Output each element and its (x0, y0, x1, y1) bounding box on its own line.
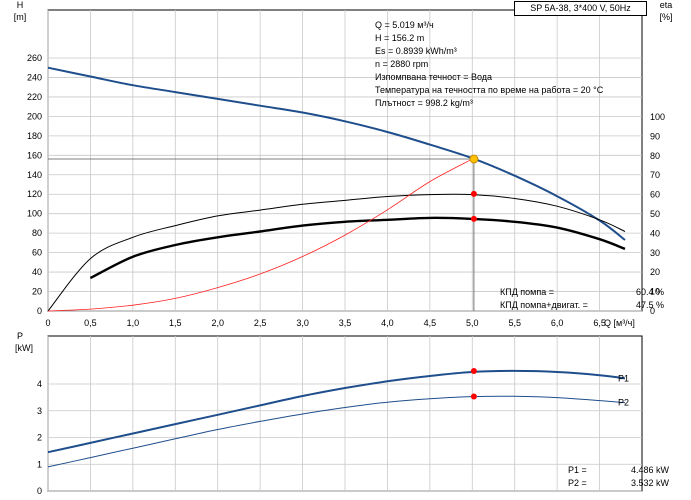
power-p1-label: P1 (618, 373, 629, 383)
pump-efficiency-label: КПД помпа = (500, 287, 555, 297)
p-tick-label: 1 (37, 459, 42, 469)
eta-axis-unit: [%] (659, 12, 672, 22)
h-tick-label: 220 (27, 92, 42, 102)
p1-label: P1 = (568, 465, 587, 475)
pump-efficiency-value: 60.4 % (635, 287, 664, 297)
h-tick-label: 60 (32, 248, 42, 258)
h-tick-label: 120 (27, 189, 42, 199)
x-tick-label: 1,5 (169, 318, 182, 328)
h-tick-label: 260 (27, 53, 42, 63)
info-temperature: Температура на течността по време на раб… (375, 85, 604, 95)
p2-label: P2 = (568, 478, 587, 488)
eta-tick-label: 50 (650, 209, 660, 219)
power-p1-marker (470, 367, 477, 374)
x-tick-label: 3,0 (296, 318, 309, 328)
duty-point-info: Q = 5.019 м³/ч H = 156.2 m Es = 0.8939 k… (375, 19, 603, 110)
h-tick-label: 20 (32, 287, 42, 297)
p-tick-label: 3 (37, 406, 42, 416)
total-efficiency-curve (89, 216, 626, 280)
p2-value: 3.532 kW (630, 478, 669, 488)
x-tick-label: 2,0 (211, 318, 224, 328)
info-flow: Q = 5.019 м³/ч (375, 20, 434, 30)
x-tick-label: 4,0 (381, 318, 394, 328)
duty-reference-line (48, 158, 475, 311)
eta-tick-label: 30 (650, 248, 660, 258)
x-tick-label: 6,5 (593, 318, 606, 328)
h-tick-label: 0 (37, 306, 42, 316)
pump-efficiency-curve (47, 193, 626, 312)
total-efficiency-label: КПД помпа+двигат. = (500, 300, 588, 310)
pump-efficiency-row: КПД помпа = 60.4 % (500, 286, 664, 299)
h-tick-label: 40 (32, 267, 42, 277)
power-readout: P1 = 4.486 kW P2 = 3.532 kW (568, 464, 669, 490)
p-axis-title: P (17, 331, 23, 341)
x-tick-label: 2,5 (254, 318, 267, 328)
x-tick-label: 5,0 (466, 318, 479, 328)
h-tick-label: 80 (32, 228, 42, 238)
x-tick-label: 6,0 (551, 318, 564, 328)
x-tick-label: 5,5 (508, 318, 521, 328)
x-tick-label: 0,5 (84, 318, 97, 328)
x-tick-label: 1,0 (127, 318, 140, 328)
h-tick-label: 180 (27, 131, 42, 141)
info-head: H = 156.2 m (375, 33, 425, 43)
duty-point-marker (469, 154, 479, 164)
h-axis-title: H (17, 0, 24, 10)
info-density: Плътност = 998.2 kg/m³ (375, 98, 473, 108)
p1-row: P1 = 4.486 kW (568, 464, 669, 477)
power-p1-curve (47, 369, 626, 454)
h-tick-label: 200 (27, 111, 42, 121)
info-liquid: Изпомпвана течност = Вода (375, 72, 493, 82)
p-tick-label: 4 (37, 379, 42, 389)
head-curve (47, 66, 626, 241)
x-tick-label: 4,5 (424, 318, 437, 328)
x-tick-label: 0 (45, 318, 50, 328)
power-p2-marker (470, 393, 477, 400)
total-efficiency-row: КПД помпа+двигат. = 47.5 % (500, 299, 664, 312)
eta-tick-label: 70 (650, 170, 660, 180)
info-specific-energy: Es = 0.8939 kWh/m³ (375, 46, 457, 56)
pump-model-label: SP 5A-38, 3*400 V, 50Hz (514, 1, 647, 16)
h-tick-label: 240 (27, 72, 42, 82)
p-tick-label: 2 (37, 433, 42, 443)
eta-tick-label: 80 (650, 151, 660, 161)
total-efficiency-value: 47.5 % (635, 300, 664, 310)
h-axis-unit: [m] (14, 12, 27, 22)
power-p2-curve (47, 395, 626, 468)
eta-tick-label: 20 (650, 267, 660, 277)
p2-row: P2 = 3.532 kW (568, 477, 669, 490)
p1-value: 4.486 kW (630, 465, 669, 475)
eta-tick-label: 40 (650, 228, 660, 238)
power-p2-label: P2 (618, 398, 629, 408)
info-speed: n = 2880 rpm (375, 59, 429, 69)
h-tick-label: 140 (27, 170, 42, 180)
efficiency-trend-curve (47, 157, 475, 312)
eta-axis-title: eta (660, 0, 673, 10)
h-tick-label: 160 (27, 150, 42, 160)
pump-efficiency-marker (470, 190, 477, 197)
efficiency-readout: КПД помпа = 60.4 % КПД помпа+двигат. = 4… (500, 286, 664, 312)
p-axis-unit: [kW] (15, 343, 33, 353)
eta-tick-label: 100 (650, 112, 665, 122)
eta-tick-label: 60 (650, 190, 660, 200)
p-tick-label: 0 (37, 486, 42, 496)
h-tick-label: 100 (27, 209, 42, 219)
x-tick-label: 3,5 (339, 318, 352, 328)
eta-tick-label: 90 (650, 131, 660, 141)
total-efficiency-marker (470, 215, 477, 222)
eta-tick-label: 10 (650, 287, 660, 297)
q-axis-title: Q [м³/ч] (604, 318, 635, 328)
eta-tick-label: 0 (650, 306, 655, 316)
